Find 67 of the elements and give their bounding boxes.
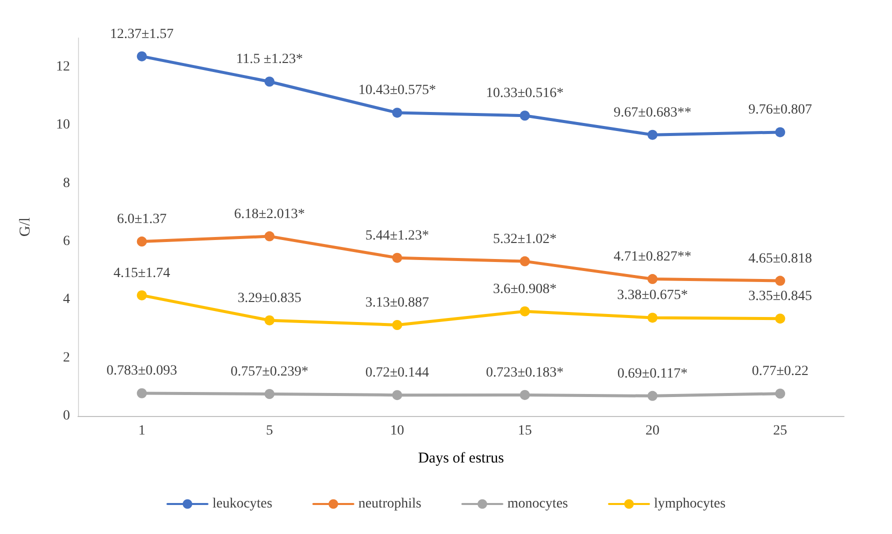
- y-tick-label: 10: [56, 118, 70, 133]
- point: [392, 320, 402, 330]
- y-tick-label: 8: [63, 176, 70, 191]
- point: [775, 388, 786, 399]
- point: [775, 276, 786, 286]
- legend-label: leukocytes: [212, 496, 272, 512]
- data-label: 12.37±1.57: [110, 26, 174, 42]
- x-tick-label: 25: [773, 424, 788, 438]
- point: [648, 390, 658, 401]
- x-axis-title: Days of estrus: [418, 450, 504, 466]
- point: [264, 231, 274, 242]
- point: [648, 312, 658, 323]
- point: [648, 130, 658, 140]
- legend-label: neutrophils: [358, 496, 422, 512]
- data-label: 4.15±1.74: [113, 266, 170, 281]
- data-label: 10.43±0.575*: [358, 83, 436, 98]
- point: [392, 390, 402, 400]
- data-label: 5.32±1.02*: [492, 232, 557, 247]
- data-label: 11.5 ±1.23*: [236, 52, 303, 68]
- y-tick-label: 4: [63, 292, 70, 308]
- point: [775, 127, 786, 138]
- data-label: 3.38±0.675*: [617, 288, 688, 304]
- data-label: 9.76±0.807: [748, 102, 812, 118]
- point: [520, 390, 530, 400]
- point: [136, 290, 147, 300]
- data-label: 3.35±0.845: [748, 289, 812, 304]
- point: [520, 256, 530, 266]
- y-tick-label: 0: [63, 408, 70, 424]
- data-label: 0.72±0.144: [365, 366, 430, 381]
- data-label: 3.29±0.835: [238, 290, 302, 306]
- y-tick-label: 12: [56, 60, 70, 75]
- point: [264, 388, 274, 399]
- y-axis-title: G/l: [18, 217, 34, 237]
- legend-label: monocytes: [507, 496, 568, 512]
- data-label: 5.44±1.23*: [365, 228, 430, 244]
- data-label: 3.13±0.887: [365, 295, 430, 310]
- data-label: 6.18±2.013*: [234, 206, 305, 222]
- point: [136, 388, 147, 398]
- data-label: 6.0±1.37: [116, 212, 167, 228]
- point: [775, 314, 786, 324]
- point: [520, 110, 530, 121]
- data-label: 0.77±0.22: [752, 364, 809, 380]
- point: [392, 108, 402, 118]
- x-tick-label: 15: [518, 424, 532, 438]
- data-label: 4.71±0.827**: [614, 250, 692, 265]
- point: [392, 252, 402, 263]
- data-label: 4.65±0.818: [748, 251, 812, 266]
- point: [520, 306, 530, 316]
- data-label: 0.783±0.093: [106, 364, 178, 379]
- point: [264, 76, 274, 87]
- x-tick-label: 20: [646, 424, 660, 438]
- data-label: 3.6±0.908*: [492, 282, 557, 297]
- point: [136, 236, 147, 247]
- point: [264, 315, 274, 326]
- point: [648, 274, 658, 284]
- data-label: 0.69±0.117*: [617, 366, 688, 382]
- legend-label: lymphocytes: [654, 496, 726, 512]
- data-label: 9.67±0.683**: [614, 105, 692, 120]
- x-tick-label: 10: [390, 424, 404, 438]
- y-tick-label: 6: [63, 234, 70, 250]
- data-label: 0.723±0.183*: [486, 365, 564, 380]
- point: [136, 51, 147, 62]
- data-label: 0.757±0.239*: [230, 364, 308, 380]
- x-tick-label: 1: [138, 424, 146, 438]
- data-label: 10.33±0.516*: [486, 86, 564, 102]
- y-tick-label: 2: [63, 350, 70, 366]
- x-tick-label: 5: [266, 424, 273, 438]
